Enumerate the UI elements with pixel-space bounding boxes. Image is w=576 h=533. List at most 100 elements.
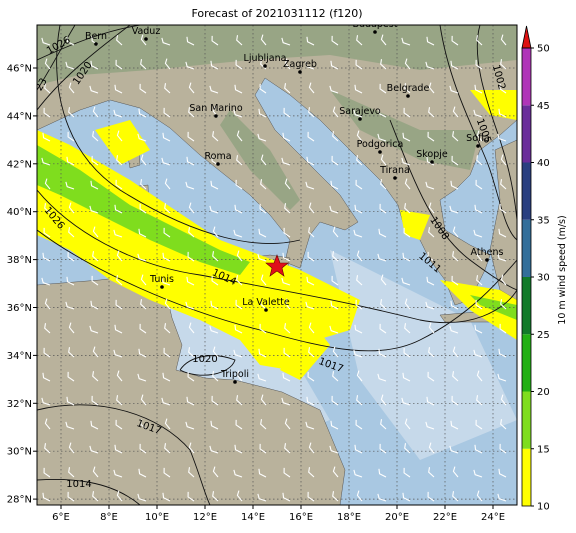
wind-barb (234, 204, 243, 214)
city-label: Tunis (149, 274, 174, 285)
y-tick-label: 34°N (7, 351, 32, 362)
wind-barb (161, 157, 171, 166)
wind-barb (92, 226, 99, 238)
wind-barb (234, 84, 243, 94)
colorbar-segment (522, 277, 531, 335)
wind-barb (65, 301, 75, 310)
wind-barb (500, 179, 507, 190)
wind-barb (329, 85, 339, 94)
wind-barb (115, 179, 123, 190)
wind-barb (114, 444, 123, 454)
wind-barb (212, 131, 219, 142)
wind-barb (403, 227, 411, 238)
wind-barb (498, 108, 507, 118)
wind-barb (500, 274, 507, 286)
mountains (37, 25, 517, 210)
wind-barb (282, 492, 291, 502)
wind-barb (355, 179, 363, 190)
wind-barb (188, 442, 195, 454)
wind-barb (473, 229, 483, 238)
wind-barb (257, 253, 267, 262)
isobar-label: 1014 (66, 479, 91, 490)
colorbar-tick-label: 35 (537, 215, 550, 226)
city-label: Skopje (416, 149, 448, 160)
wind-barb (185, 61, 195, 70)
wind-barb (476, 275, 483, 286)
wind-barb (68, 227, 75, 238)
y-tick-label: 28°N (7, 495, 32, 506)
wind-barb (476, 490, 483, 502)
wind-barb (332, 251, 339, 262)
wind-barb (452, 466, 459, 478)
wind-barb (402, 252, 411, 262)
wind-barb (377, 493, 387, 502)
wind-barb (188, 322, 195, 334)
wind-barb (91, 395, 99, 406)
x-tick-label: 16°E (289, 512, 313, 523)
y-tick-label: 40°N (7, 207, 32, 218)
wind-barb (43, 107, 51, 118)
wind-barb (428, 227, 435, 238)
colorbar-tick-label: 40 (537, 158, 550, 169)
wind-barb (137, 253, 147, 262)
wind-barb (44, 58, 51, 70)
wind-barb (68, 347, 75, 358)
wind-barb (260, 299, 267, 310)
wind-barb (236, 490, 243, 502)
wind-barb (329, 325, 339, 334)
wind-barb (41, 37, 51, 46)
wind-barb (450, 420, 459, 430)
y-tick-label: 42°N (7, 159, 32, 170)
wind-barb (164, 178, 171, 190)
wind-barb (355, 419, 363, 430)
wind-barb (258, 108, 267, 118)
wind-barb (187, 251, 195, 262)
wind-barb (331, 395, 339, 406)
wind-barb (90, 180, 99, 190)
wind-barb (260, 34, 267, 46)
city-dot (263, 64, 267, 68)
wind-barb (164, 418, 171, 430)
colorbar-segment (522, 391, 531, 449)
wind-barb (284, 418, 291, 430)
wind-barb (233, 469, 243, 478)
city-label: Ljubljana (244, 53, 287, 64)
city-dot (393, 176, 397, 180)
wind-barb (404, 298, 411, 310)
wind-barb (188, 227, 195, 238)
wind-barb (163, 467, 171, 478)
wind-barb (425, 61, 435, 70)
wind-barb (91, 155, 99, 166)
wind-barb (426, 36, 435, 46)
wind-barb (307, 491, 315, 502)
wind-barb (451, 155, 459, 166)
wind-barb (139, 443, 147, 454)
colorbar-segment (522, 162, 531, 220)
wind-barb (452, 131, 459, 142)
wind-barb (260, 274, 267, 286)
wind-barb (473, 469, 483, 478)
wind-barb (284, 298, 291, 310)
wind-barb (306, 396, 315, 406)
wind-barb (116, 275, 123, 286)
wind-barb (138, 108, 147, 118)
wind-barb (476, 155, 483, 166)
wind-barb (164, 323, 171, 334)
x-tick-label: 14°E (241, 512, 265, 523)
wind-barb (474, 324, 483, 334)
wind-barb (67, 131, 75, 142)
wind-barb (500, 154, 507, 166)
y-tick-label: 36°N (7, 303, 32, 314)
x-tick-label: 10°E (145, 512, 169, 523)
wind-barb (68, 467, 75, 478)
wind-barb (42, 252, 51, 262)
wind-barb (68, 202, 75, 214)
wind-barb (44, 178, 51, 190)
wind-barb (329, 445, 339, 454)
wind-barb (380, 394, 387, 406)
wind-barb (380, 59, 387, 70)
y-tick-label: 44°N (7, 111, 32, 122)
wind-barb (284, 83, 291, 94)
wind-barb (92, 106, 99, 118)
